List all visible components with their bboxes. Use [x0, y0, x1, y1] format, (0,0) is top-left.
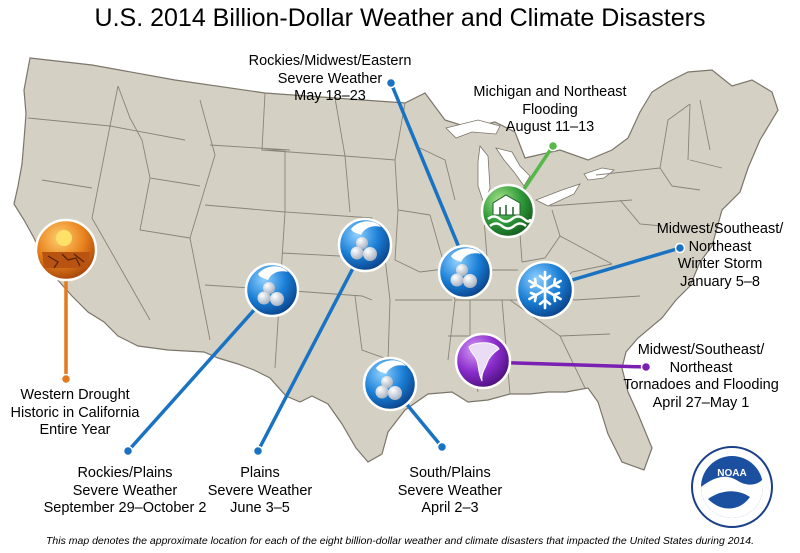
noaa-logo: NOAA — [691, 446, 773, 528]
severe-weather-icon — [337, 217, 393, 273]
dot-plains — [252, 445, 264, 457]
us-landmass — [13, 57, 779, 471]
severe-weather-icon — [244, 262, 300, 318]
label-western-drought: Western Drought Historic in California E… — [10, 387, 140, 438]
noaa-logo-text: NOAA — [717, 468, 746, 479]
severe-weather-icon — [437, 244, 493, 300]
winter-storm-icon — [515, 260, 575, 320]
label-plains: Plains Severe Weather June 3–5 — [207, 465, 313, 516]
label-tornadoes: Midwest/Southeast/ Northeast Tornadoes a… — [623, 342, 779, 411]
state-borders — [27, 85, 723, 395]
map-caption: This map denotes the approximate locatio… — [46, 535, 754, 547]
tornado-icon — [454, 332, 512, 390]
label-winter-storm: Midwest/Southeast/ Northeast Winter Stor… — [656, 221, 784, 290]
leader-rockies-midwest-eastern — [389, 82, 467, 263]
great-lakes — [445, 119, 615, 207]
severe-weather-icon — [362, 356, 418, 412]
label-rockies-plains: Rockies/Plains Severe Weather September … — [43, 465, 207, 516]
dot-tornadoes — [640, 361, 652, 373]
dot-rockies-midwest-eastern — [385, 77, 397, 89]
label-michigan-flood: Michigan and Northeast Flooding August 1… — [473, 84, 627, 135]
map-title: U.S. 2014 Billion-Dollar Weather and Cli… — [94, 4, 706, 32]
label-south-plains: South/Plains Severe Weather April 2–3 — [397, 465, 503, 516]
dot-western-drought — [60, 373, 72, 385]
dot-michigan-flood — [547, 140, 559, 152]
leader-plains — [256, 244, 367, 452]
label-rockies-midwest-eastern: Rockies/Midwest/Eastern Severe Weather M… — [248, 53, 412, 104]
leader-rockies-plains — [126, 288, 274, 453]
drought-icon — [34, 218, 98, 282]
leader-dots — [60, 77, 686, 457]
dot-rockies-plains — [122, 445, 134, 457]
dot-south-plains — [436, 441, 448, 453]
flood-icon — [480, 183, 536, 239]
dot-winter-storm — [674, 242, 686, 254]
leader-tornadoes — [484, 360, 647, 369]
